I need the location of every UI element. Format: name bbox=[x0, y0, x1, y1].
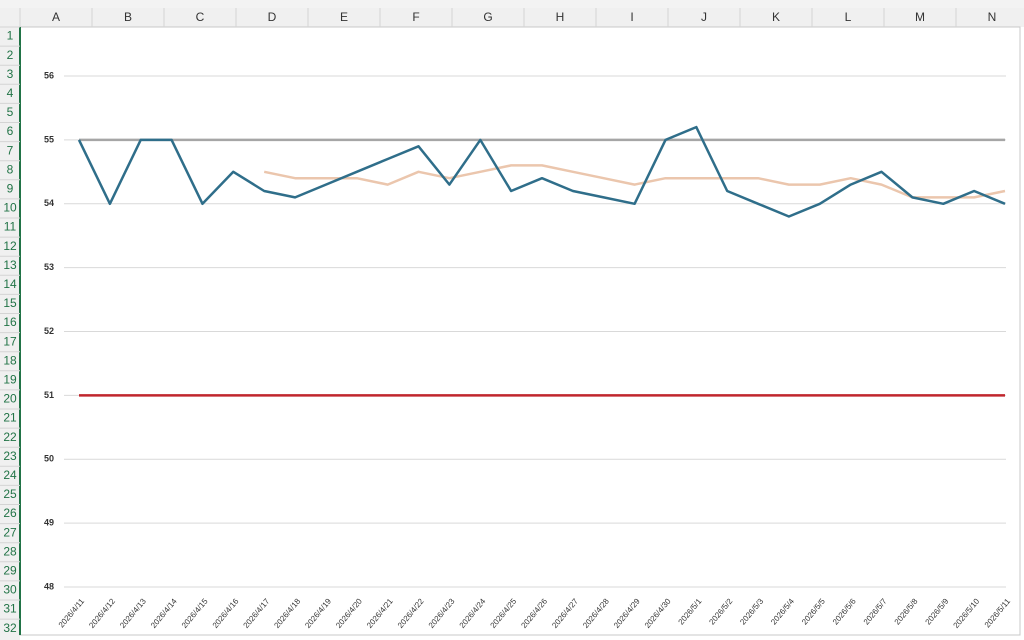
row-header[interactable]: 13 bbox=[3, 258, 17, 272]
row-header[interactable]: 21 bbox=[3, 411, 17, 425]
column-header[interactable]: F bbox=[412, 10, 419, 24]
y-tick-label: 52 bbox=[44, 326, 54, 336]
row-header[interactable]: 25 bbox=[3, 487, 17, 501]
column-header[interactable]: C bbox=[196, 10, 205, 24]
row-header[interactable]: 29 bbox=[3, 563, 17, 577]
row-header[interactable]: 20 bbox=[3, 392, 17, 406]
column-header-bar bbox=[0, 8, 1024, 27]
column-header[interactable]: A bbox=[52, 10, 60, 24]
column-header[interactable]: I bbox=[630, 10, 633, 24]
column-header[interactable]: B bbox=[124, 10, 132, 24]
column-header[interactable]: G bbox=[483, 10, 492, 24]
row-header[interactable]: 4 bbox=[7, 86, 14, 100]
row-header[interactable]: 1 bbox=[7, 29, 14, 43]
y-tick-label: 56 bbox=[44, 70, 54, 80]
y-tick-label: 55 bbox=[44, 134, 54, 144]
column-header[interactable]: K bbox=[772, 10, 780, 24]
y-tick-label: 48 bbox=[44, 581, 54, 591]
toolbar-strip bbox=[0, 0, 1024, 8]
row-header[interactable]: 24 bbox=[3, 468, 17, 482]
column-header[interactable]: M bbox=[915, 10, 925, 24]
row-header[interactable]: 9 bbox=[7, 181, 14, 195]
row-header[interactable]: 6 bbox=[7, 124, 14, 138]
row-header[interactable]: 17 bbox=[3, 334, 17, 348]
column-header[interactable]: N bbox=[988, 10, 997, 24]
row-header[interactable]: 22 bbox=[3, 430, 17, 444]
row-header[interactable]: 16 bbox=[3, 315, 17, 329]
row-header[interactable]: 26 bbox=[3, 506, 17, 520]
row-header[interactable]: 8 bbox=[7, 162, 14, 176]
series-line bbox=[77, 125, 1006, 218]
row-header[interactable]: 28 bbox=[3, 544, 17, 558]
row-header[interactable]: 14 bbox=[3, 277, 17, 291]
row-header[interactable]: 19 bbox=[3, 372, 17, 386]
row-header[interactable]: 27 bbox=[3, 525, 17, 539]
column-header[interactable]: L bbox=[845, 10, 852, 24]
row-header[interactable]: 31 bbox=[3, 602, 17, 616]
column-header[interactable]: H bbox=[556, 10, 565, 24]
row-header[interactable]: 7 bbox=[7, 143, 14, 157]
row-header[interactable]: 18 bbox=[3, 353, 17, 367]
row-header[interactable]: 12 bbox=[3, 239, 17, 253]
row-header[interactable]: 10 bbox=[3, 201, 17, 215]
row-header[interactable]: 5 bbox=[7, 105, 14, 119]
y-tick-label: 54 bbox=[44, 198, 54, 208]
column-header[interactable]: E bbox=[340, 10, 348, 24]
y-tick-label: 51 bbox=[44, 390, 54, 400]
row-header[interactable]: 3 bbox=[7, 67, 14, 81]
row-header[interactable]: 30 bbox=[3, 583, 17, 597]
y-tick-label: 49 bbox=[44, 518, 54, 528]
series-line bbox=[263, 164, 1006, 199]
row-header[interactable]: 15 bbox=[3, 296, 17, 310]
row-header[interactable]: 11 bbox=[4, 220, 17, 234]
column-header[interactable]: J bbox=[701, 10, 707, 24]
row-header[interactable]: 32 bbox=[3, 621, 17, 635]
row-header[interactable]: 2 bbox=[7, 48, 14, 62]
y-tick-label: 53 bbox=[44, 262, 54, 272]
y-tick-label: 50 bbox=[44, 454, 54, 464]
row-header[interactable]: 23 bbox=[3, 449, 17, 463]
column-header[interactable]: D bbox=[268, 10, 277, 24]
